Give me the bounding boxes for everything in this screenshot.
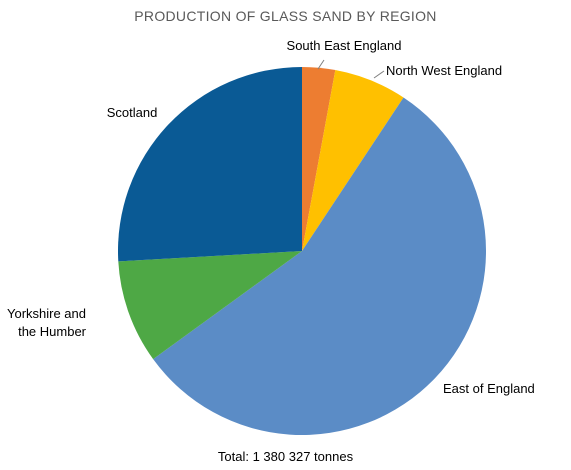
pie-slice-yorkshire-and-the-humber [118,251,302,360]
total-footer: Total: 1 380 327 tonnes [217,449,354,464]
chart-title: PRODUCTION OF GLASS SAND BY REGION [134,8,437,24]
pie-slice-north-west-england [302,70,404,251]
pie-slice-scotland [117,67,303,262]
leader-line [373,70,385,79]
slice-label: South East England [287,38,402,53]
slice-label: East of England [443,381,535,396]
pie-slice-east-of-england [153,97,487,436]
leader-line [317,59,325,70]
pie-slice-south-east-england [302,67,336,251]
slice-label: North West England [386,63,502,78]
slice-label: Yorkshire and the Humber [7,306,87,339]
slice-label: Scotland [107,105,158,120]
